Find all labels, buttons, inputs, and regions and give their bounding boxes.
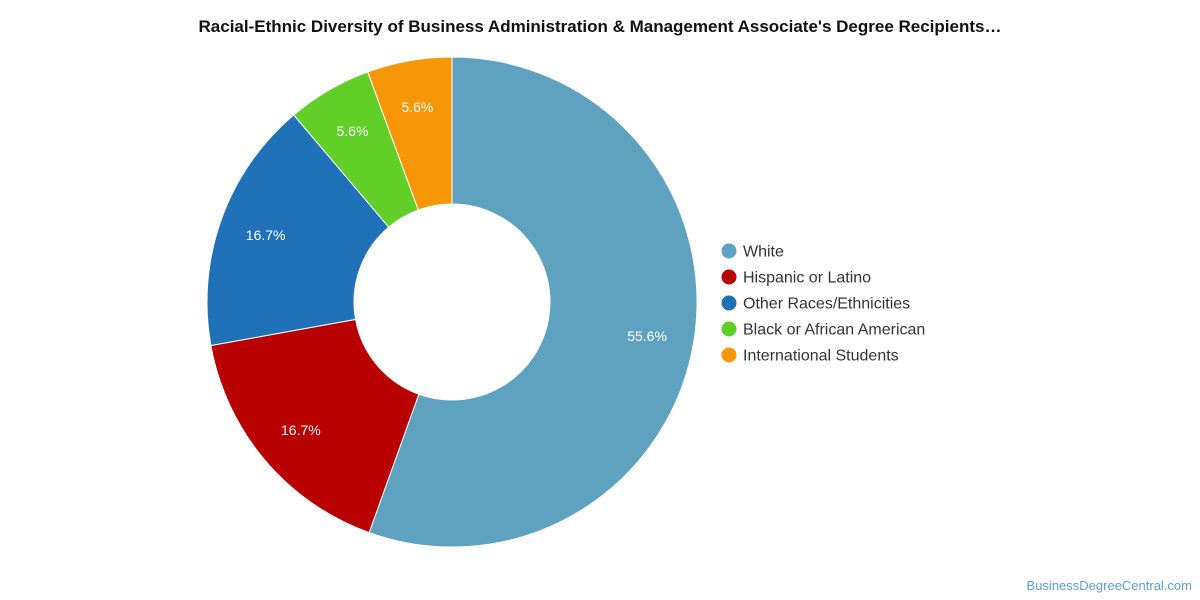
donut-slices xyxy=(206,56,698,548)
legend-item-white[interactable]: White xyxy=(721,243,785,261)
legend-swatch xyxy=(721,295,737,311)
legend-label: International Students xyxy=(743,348,899,365)
legend-item-hispanic-or-latino[interactable]: Hispanic or Latino xyxy=(721,269,872,287)
slice-label-international-students: 5.6% xyxy=(401,99,433,115)
slice-labels: 55.6% 16.7% 16.7% 5.6% 5.6% xyxy=(246,99,667,438)
legend-swatch xyxy=(721,347,737,363)
legend-label: Other Races/Ethnicities xyxy=(743,296,910,313)
slice-hispanic-or-latino[interactable] xyxy=(210,318,420,534)
legend-label: Black or African American xyxy=(743,322,925,339)
legend-item-international-students[interactable]: International Students xyxy=(721,347,899,365)
legend-swatch xyxy=(721,243,737,259)
slice-label-hispanic-or-latino: 16.7% xyxy=(281,422,321,438)
slice-white[interactable] xyxy=(368,56,698,548)
legend: White Hispanic or Latino Other Races/Ethni… xyxy=(721,243,926,365)
slice-international-students[interactable] xyxy=(367,56,453,211)
slice-label-white: 55.6% xyxy=(627,328,667,344)
slice-label-other-races-ethnicities: 16.7% xyxy=(246,227,286,243)
legend-item-other-races-ethnicities[interactable]: Other Races/Ethnicities xyxy=(721,295,911,313)
legend-label: Hispanic or Latino xyxy=(743,270,871,287)
slice-other-races-ethnicities[interactable] xyxy=(206,114,390,347)
legend-swatch xyxy=(721,321,737,337)
legend-item-black-or-african-american[interactable]: Black or African American xyxy=(721,321,926,339)
legend-swatch xyxy=(721,269,737,285)
watermark-link[interactable]: BusinessDegreeCentral.com xyxy=(1026,578,1192,593)
legend-label: White xyxy=(743,244,784,261)
chart-title: Racial-Ethnic Diversity of Business Admi… xyxy=(198,17,1002,36)
slice-label-black-or-african-american: 5.6% xyxy=(337,123,369,139)
